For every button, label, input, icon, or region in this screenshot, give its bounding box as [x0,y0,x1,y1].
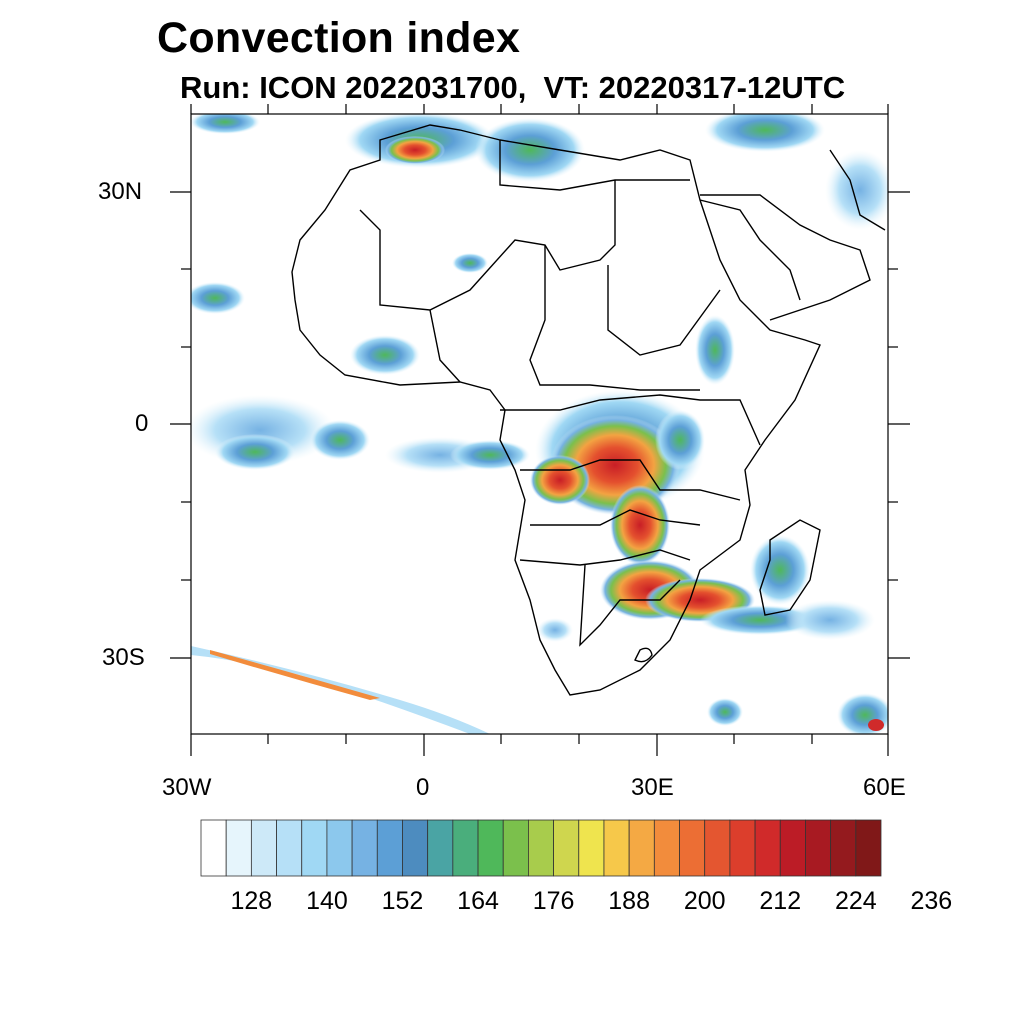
colorbar-swatch [603,819,630,877]
colorbar-label: 152 [381,887,424,915]
x-tick-label: 0 [416,774,430,801]
chart-title: Convection index [157,14,521,62]
colorbar-swatch [301,819,328,877]
y-tick-label: 0 [135,410,149,437]
colorbar-swatch [276,819,303,877]
chart-subtitle: Run: ICON 2022031700, VT: 20220317-12UTC [180,70,846,105]
colorbar-swatch [830,819,857,877]
colorbar-swatch [805,819,832,877]
colorbar-label: 140 [306,887,348,915]
colorbar-label: 236 [910,887,953,915]
colorbar-swatch [653,819,680,877]
colorbar-label: 176 [532,887,575,915]
colorbar-swatch [528,819,554,877]
colorbar-swatch [553,819,580,877]
axis-ticks [170,104,910,756]
y-tick-label: 30N [98,178,143,205]
colorbar-label: 200 [683,887,726,915]
colorbar-swatch [452,819,479,877]
colorbar-label: 128 [230,887,273,915]
colorbar-swatch [225,819,252,877]
colorbar-swatch [477,819,504,877]
x-tick-label: 60E [863,774,906,801]
y-tick-label: 30S [102,644,145,671]
coastlines-borders [291,124,886,696]
colorbar-swatch [351,819,378,877]
colorbar-swatch [679,819,706,877]
colorbar-label: 212 [759,887,802,915]
colorbar-label: 188 [608,887,650,915]
colorbar-swatch [704,819,731,877]
x-tick-label: 30E [631,774,674,801]
colorbar-label: 164 [457,887,499,915]
colorbar-swatch [200,819,227,877]
colorbar-swatch [754,819,781,877]
colorbar-swatch [402,819,429,877]
colorbar-swatch [376,819,403,877]
colorbar-swatch [855,819,882,877]
convection-field [191,114,888,734]
colorbar-swatch [427,819,454,877]
colorbar-swatch [779,819,806,877]
colorbar-swatch [729,819,756,877]
x-tick-label: 30W [162,774,212,801]
colorbar [200,819,882,877]
colorbar-swatch [628,819,655,877]
colorbar-swatch [502,819,529,877]
colorbar-swatch [326,819,353,877]
colorbar-swatch [578,819,605,877]
colorbar-label: 224 [834,887,877,915]
colorbar-swatch [250,819,277,877]
